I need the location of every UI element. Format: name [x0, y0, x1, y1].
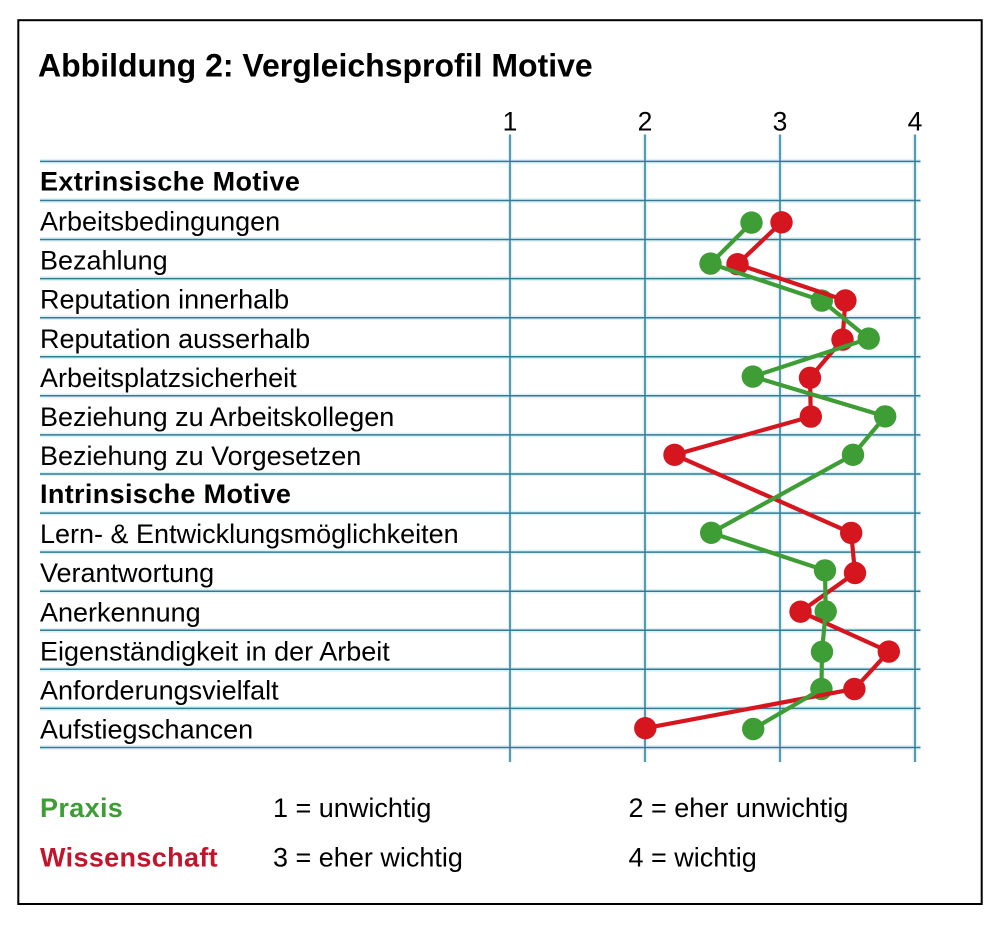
svg-text:3 = eher wichtig: 3 = eher wichtig: [273, 843, 463, 873]
svg-text:Abbildung 2: Vergleichsprofil: Abbildung 2: Vergleichsprofil Motive: [38, 48, 593, 84]
svg-text:Verantwortung: Verantwortung: [40, 558, 214, 588]
svg-text:2: 2: [638, 107, 653, 137]
svg-text:2 = eher unwichtig: 2 = eher unwichtig: [629, 793, 849, 823]
svg-text:Intrinsische Motive: Intrinsische Motive: [40, 479, 291, 509]
svg-text:Wissenschaft: Wissenschaft: [40, 843, 218, 873]
svg-text:Anerkennung: Anerkennung: [40, 597, 201, 627]
svg-text:4: 4: [908, 107, 923, 137]
svg-text:3: 3: [773, 107, 788, 137]
svg-text:Bezahlung: Bezahlung: [40, 246, 168, 276]
svg-text:Beziehung zu Vorgesetzen: Beziehung zu Vorgesetzen: [40, 441, 361, 471]
svg-text:1: 1: [503, 107, 518, 137]
svg-text:1 = unwichtig: 1 = unwichtig: [273, 793, 431, 823]
svg-text:4 = wichtig: 4 = wichtig: [629, 843, 757, 873]
svg-text:Praxis: Praxis: [40, 793, 123, 823]
svg-text:Beziehung zu Arbeitskollegen: Beziehung zu Arbeitskollegen: [40, 402, 394, 432]
svg-text:Anforderungsvielfalt: Anforderungsvielfalt: [40, 675, 279, 705]
svg-text:Aufstiegschancen: Aufstiegschancen: [40, 715, 253, 745]
svg-text:Arbeitsbedingungen: Arbeitsbedingungen: [40, 207, 280, 237]
svg-text:Extrinsische Motive: Extrinsische Motive: [40, 167, 300, 197]
svg-text:Reputation ausserhalb: Reputation ausserhalb: [40, 324, 310, 354]
svg-text:Arbeitsplatzsicherheit: Arbeitsplatzsicherheit: [40, 363, 297, 393]
svg-text:Reputation innerhalb: Reputation innerhalb: [40, 285, 289, 315]
svg-text:Eigenständigkeit in der Arbeit: Eigenständigkeit in der Arbeit: [40, 636, 390, 666]
svg-text:Lern- & Entwicklungsmöglichkei: Lern- & Entwicklungsmöglichkeiten: [40, 519, 459, 549]
